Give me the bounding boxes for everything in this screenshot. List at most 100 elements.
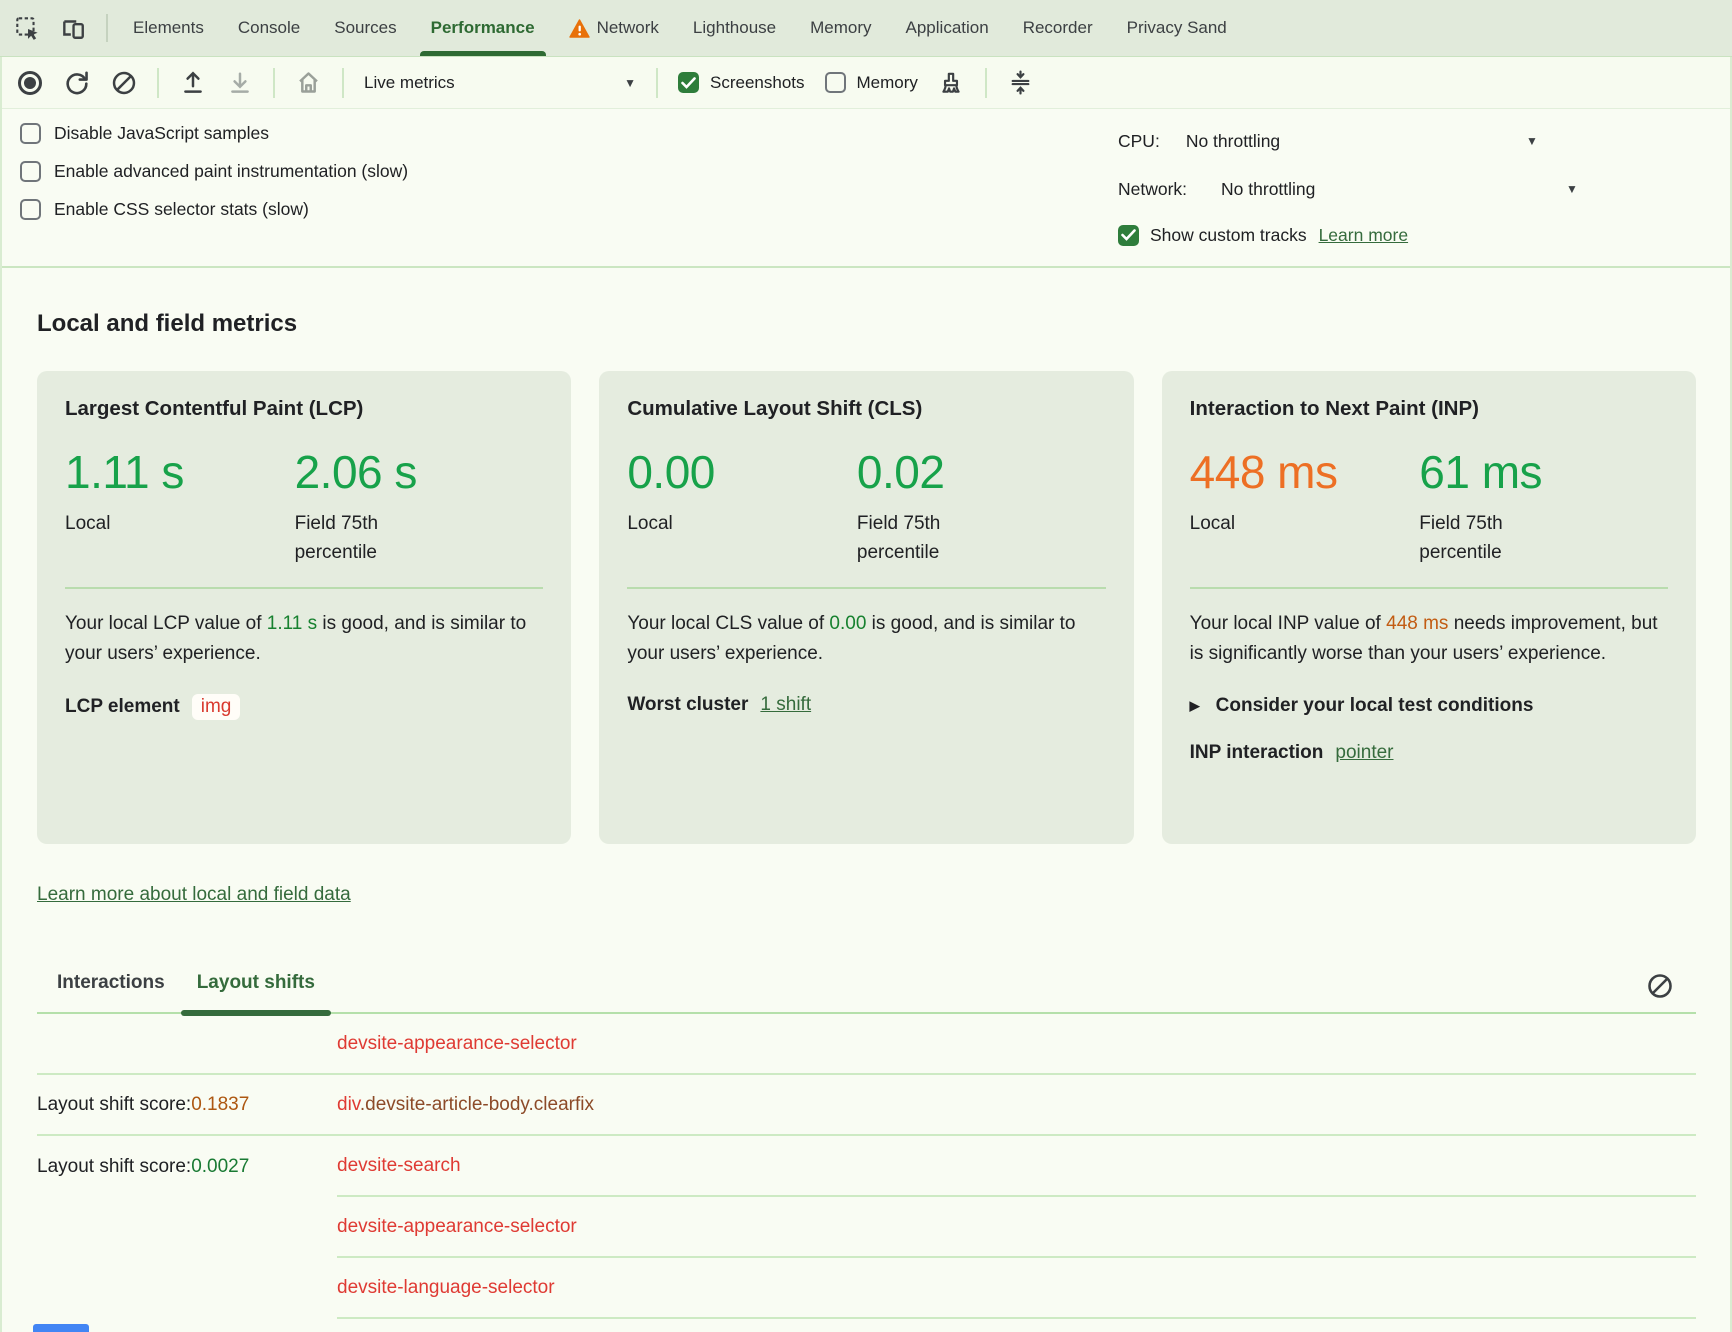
table-row[interactable]: div.devsite-floating-action-buttons [37,1319,1696,1332]
tab-performance[interactable]: Performance [414,0,552,56]
clear-button[interactable] [110,69,137,96]
disable-js-samples-checkbox[interactable]: Disable JavaScript samples [20,123,408,144]
screenshots-checkbox[interactable]: Screenshots [678,72,805,93]
worst-cluster-link[interactable]: 1 shift [760,694,812,715]
lcp-card-title: Largest Contentful Paint (LCP) [65,397,364,420]
lcp-card: Largest Contentful Paint (LCP) 1.11 s Lo… [37,371,572,844]
cls-local-value: 0.00 [627,446,715,498]
load-profile-icon[interactable] [179,69,206,96]
table-row[interactable]: devsite-appearance-selector [37,1014,1696,1075]
inp-card-title: Interaction to Next Paint (INP) [1189,397,1479,420]
collapse-panel-icon[interactable] [1007,69,1034,96]
table-row[interactable]: Layout shift score: 0.0027 devsite-searc… [37,1136,1696,1197]
local-label: Local [627,513,673,534]
table-row[interactable]: devsite-language-selector [37,1258,1696,1319]
element-node-link[interactable]: devsite-appearance-selector [337,1032,577,1054]
card-divider [65,587,544,589]
checkbox-unchecked-icon [20,199,41,220]
local-test-conditions-disclosure[interactable]: ▶ Consider your local test conditions [1190,695,1668,717]
element-node-link[interactable]: devsite-language-selector [337,1276,555,1298]
memory-checkbox[interactable]: Memory [824,72,918,93]
network-value: No throttling [1221,178,1316,199]
toolbar-separator [984,67,987,98]
field-label: Field 75th percentile [1419,513,1503,563]
chevron-down-icon: ▼ [624,75,636,90]
tab-console[interactable]: Console [237,18,301,37]
device-toolbar-icon[interactable] [60,15,86,41]
reload-and-record-button[interactable] [63,69,90,96]
inp-interaction-label: INP interaction [1189,742,1324,763]
capture-settings: Disable JavaScript samples Enable advanc… [2,109,1730,268]
chevron-down-icon: ▼ [1526,134,1538,148]
checkbox-label: Enable advanced paint instrumentation (s… [54,161,409,181]
memory-label: Memory [856,72,918,92]
checkbox-label: Enable CSS selector stats (slow) [54,199,309,219]
toolbar-separator [656,67,658,98]
record-button[interactable] [16,69,43,96]
disclosure-label: Consider your local test conditions [1215,695,1534,716]
lcp-inline-value: 1.11 s [266,613,318,634]
devtools-tabbar: Elements Console Sources Performance Net… [0,0,1732,57]
score-value: 0.1837 [191,1093,250,1115]
lcp-element-node-link[interactable]: img [191,694,241,720]
checkbox-checked-icon [678,72,699,93]
tab-network[interactable]: Network [552,0,676,56]
toolbar-separator [273,67,275,98]
score-value: 0.0027 [191,1155,250,1177]
layout-shifts-table: devsite-appearance-selector Layout shift… [37,1014,1696,1332]
scroll-indicator [33,1324,89,1332]
inp-interaction-link[interactable]: pointer [1335,742,1394,763]
card-divider [1189,587,1668,589]
checkbox-unchecked-icon [20,123,41,144]
inspect-element-icon[interactable] [14,15,40,41]
clear-log-icon[interactable] [1646,972,1674,1000]
checkbox-unchecked-icon [20,161,41,182]
cls-card-title: Cumulative Layout Shift (CLS) [627,397,923,420]
tab-recorder[interactable]: Recorder [1022,18,1093,37]
element-node-link[interactable]: div.devsite-article-body.clearfix [337,1093,594,1115]
custom-tracks-label: Show custom tracks [1150,224,1307,245]
inp-inline-value: 448 ms [1386,613,1449,634]
toolbar-separator [157,67,159,98]
custom-tracks-learn-more-link[interactable]: Learn more [1318,224,1409,245]
lcp-element-label: LCP element [65,696,180,717]
save-profile-icon[interactable] [226,69,253,96]
local-label: Local [65,513,111,534]
table-row[interactable]: devsite-appearance-selector [37,1197,1696,1258]
panel-mode-select[interactable]: Live metrics ▼ [364,73,636,93]
element-node-link[interactable]: devsite-search [337,1154,461,1176]
tab-network-label: Network [596,18,659,37]
cpu-throttling-select[interactable]: CPU: No throttling ▼ [1118,124,1730,158]
gc-brush-icon[interactable] [938,69,965,96]
performance-toolbar: Live metrics ▼ Screenshots Memory [2,57,1730,109]
table-row[interactable]: Layout shift score: 0.1837 div.devsite-a… [37,1075,1696,1136]
network-throttling-select[interactable]: Network: No throttling ▼ [1118,172,1730,206]
show-custom-tracks-checkbox[interactable]: Show custom tracks [1118,224,1307,246]
inp-field-value: 61 ms [1419,446,1543,498]
tab-memory[interactable]: Memory [810,18,872,37]
tab-interactions[interactable]: Interactions [57,972,165,993]
tab-application[interactable]: Application [905,18,989,37]
element-node-link[interactable]: devsite-appearance-selector [337,1215,577,1237]
lcp-field-value: 2.06 s [294,446,418,498]
cls-inline-value: 0.00 [829,613,867,634]
tabbar-separator [106,14,108,42]
cls-field-value: 0.02 [856,446,945,498]
inp-card: Interaction to Next Paint (INP) 448 ms L… [1161,371,1696,844]
tab-elements[interactable]: Elements [133,18,204,37]
tab-sources[interactable]: Sources [334,18,397,37]
tab-privacy-sandbox[interactable]: Privacy Sand [1126,18,1227,37]
tab-lighthouse[interactable]: Lighthouse [692,18,777,37]
screenshots-label: Screenshots [710,72,805,92]
tab-layout-shifts[interactable]: Layout shifts [180,972,332,1016]
page-title: Local and field metrics [37,310,298,337]
score-label: Layout shift score: [37,1155,192,1177]
checkbox-unchecked-icon [824,72,846,93]
css-selector-stats-checkbox[interactable]: Enable CSS selector stats (slow) [20,199,408,220]
field-label: Field 75th percentile [294,513,379,563]
advanced-paint-checkbox[interactable]: Enable advanced paint instrumentation (s… [20,161,408,182]
lcp-description: Your local LCP value of 1.11 s is good, … [65,613,527,664]
cpu-value: No throttling [1185,130,1281,151]
field-data-learn-more-link[interactable]: Learn more about local and field data [37,884,351,905]
home-icon[interactable] [295,69,322,96]
